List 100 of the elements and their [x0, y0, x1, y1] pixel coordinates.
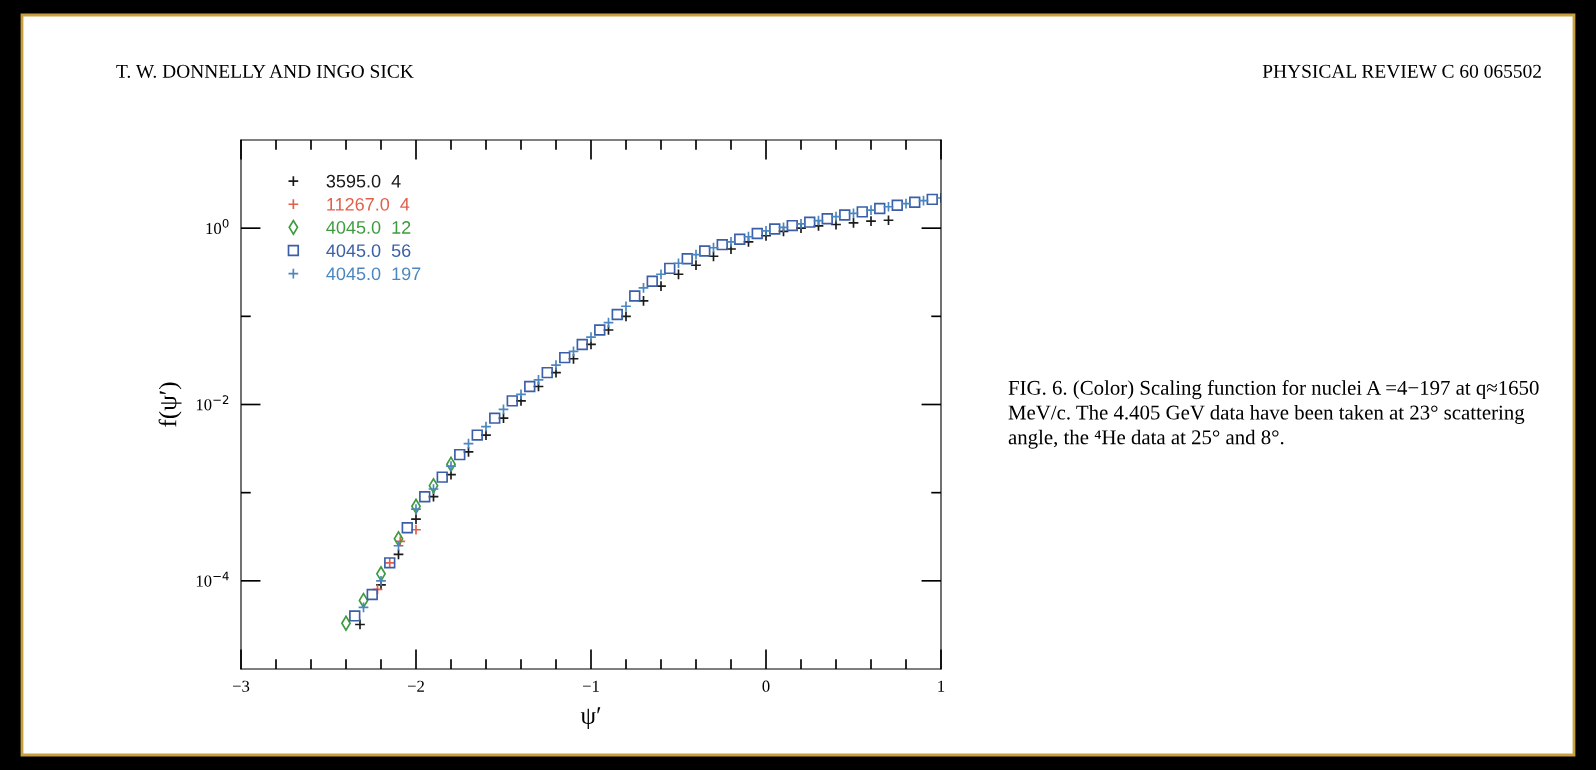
x-tick-label: −2 [407, 680, 424, 692]
point [375, 575, 387, 587]
point [637, 295, 650, 307]
point [410, 513, 422, 525]
point [401, 522, 413, 534]
point [454, 448, 466, 461]
point [532, 374, 545, 386]
point [646, 275, 658, 287]
point [620, 310, 632, 323]
point [410, 503, 422, 515]
point [865, 215, 877, 227]
point [637, 282, 650, 294]
point [707, 250, 720, 262]
point [462, 446, 475, 458]
point [392, 540, 405, 552]
point [349, 610, 361, 622]
point [366, 588, 378, 601]
point [690, 249, 702, 261]
point [786, 219, 798, 232]
point [707, 242, 720, 254]
legend-label: 3595.0 4 [326, 174, 401, 188]
point [690, 259, 702, 271]
point [742, 231, 755, 243]
point [515, 388, 527, 401]
point [681, 253, 693, 265]
point [734, 233, 746, 245]
point [751, 227, 763, 240]
point [480, 429, 492, 441]
y-tick-label: 10$^{−2}$ [196, 395, 229, 411]
x-tick-label: −1 [582, 680, 599, 692]
point [410, 524, 422, 536]
point [777, 221, 790, 234]
legend-label: 4045.0 56 [326, 244, 411, 258]
point [576, 338, 588, 351]
point [394, 535, 406, 548]
point [812, 214, 825, 227]
point [874, 202, 886, 215]
point [489, 412, 501, 424]
x-axis-title: ψ′ [580, 707, 601, 730]
point [392, 548, 405, 560]
point [891, 199, 903, 211]
point [882, 214, 895, 226]
x-tick-label: 0 [762, 680, 770, 692]
point [497, 412, 510, 424]
legend-label: 4045.0 12 [326, 221, 411, 234]
text: PHYSICAL REVIEW C 60 065502 [1262, 64, 1541, 78]
point [497, 403, 510, 416]
point [419, 491, 431, 503]
point [357, 601, 370, 614]
x-tick-label: −3 [232, 680, 250, 692]
legend-label: 11267.0 4 [327, 197, 410, 211]
point [620, 300, 632, 312]
point [672, 268, 685, 280]
y-tick-label: 10$^{0}$ [206, 218, 229, 235]
point [699, 245, 711, 257]
point [847, 207, 860, 220]
point [725, 236, 737, 248]
point [427, 483, 440, 495]
point [602, 324, 615, 336]
point [847, 217, 860, 229]
point [830, 210, 842, 223]
point [917, 194, 930, 207]
point [480, 421, 492, 433]
legend-label: 4045.0 197 [326, 267, 421, 281]
point [445, 460, 457, 472]
point [716, 238, 728, 251]
point [839, 209, 851, 221]
point [567, 345, 580, 358]
point [655, 268, 667, 280]
point [506, 395, 518, 407]
point [795, 218, 807, 230]
point [926, 193, 938, 206]
point [602, 316, 615, 329]
point [856, 206, 868, 218]
point [436, 471, 448, 483]
point [594, 324, 606, 336]
point [611, 308, 623, 321]
caption: FIG. 6. (Color) Scaling function for nuclei A =4−197 at q≈1650 MeV/c. The 4.405 GeV data have been taken at 23° scattering angle, the ⁴He data at 25° and 8°. [1008, 380, 1539, 449]
point [354, 618, 366, 631]
point [664, 262, 676, 275]
point [769, 223, 781, 235]
point [821, 213, 833, 225]
point [629, 290, 641, 302]
point [471, 429, 483, 441]
point [559, 351, 571, 364]
point [804, 216, 816, 228]
point [672, 257, 685, 269]
point [865, 204, 877, 216]
y-tick-label: 10$^{−4}$ [196, 571, 229, 587]
chart-title: T. W. DONNELLY AND INGO SICK [116, 64, 414, 78]
point [462, 437, 475, 450]
point [550, 359, 562, 371]
point [585, 331, 597, 343]
point [909, 196, 921, 208]
x-tick-label: 1 [938, 680, 945, 692]
point [760, 225, 772, 237]
point [524, 380, 536, 393]
y-axis-title: f(ψ′) [158, 382, 182, 427]
point [900, 197, 912, 210]
point [882, 201, 895, 213]
